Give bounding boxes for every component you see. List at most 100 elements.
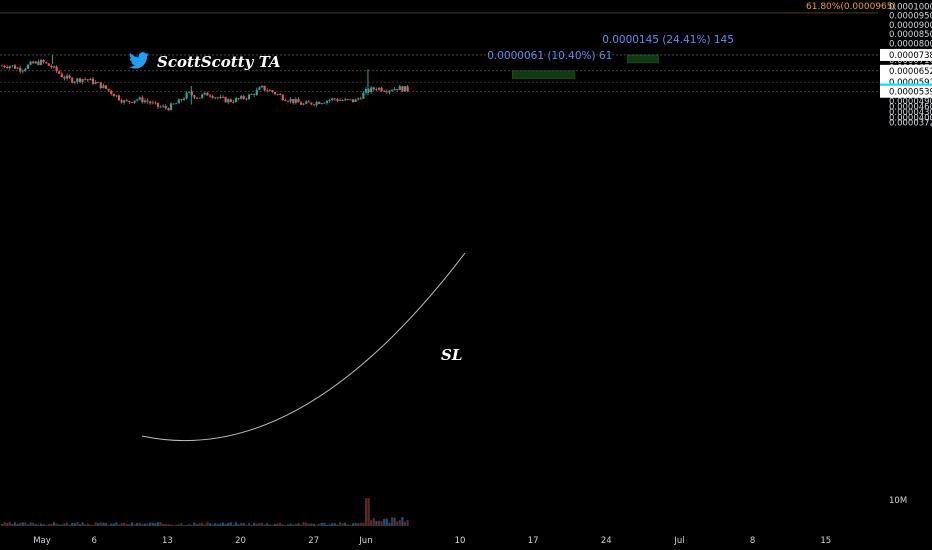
candle-body	[37, 61, 40, 65]
candle-body	[331, 98, 334, 101]
candle-body	[6, 67, 9, 69]
volume-label: 10M	[889, 496, 907, 506]
candle-body	[260, 85, 264, 88]
candle-body	[24, 68, 27, 71]
candle-body	[11, 65, 14, 67]
candle-body	[367, 88, 370, 93]
candle-body	[172, 103, 175, 105]
measure-label: 0.0000145 (24.41%) 145	[602, 34, 734, 46]
candle-body	[89, 78, 92, 81]
candle-body	[58, 71, 61, 74]
volume-bar	[206, 522, 209, 526]
volume-bar	[73, 523, 76, 526]
volume-bar	[229, 522, 232, 526]
volume-bar	[359, 522, 362, 526]
candle-body	[276, 94, 279, 95]
volume-bar	[367, 498, 370, 526]
candle-body	[52, 66, 56, 68]
candle-body	[39, 60, 43, 65]
candle-body	[253, 94, 256, 96]
candle-body	[0, 65, 4, 67]
price-tag-text: 0.0000539	[889, 88, 932, 98]
candle-body	[123, 100, 126, 103]
volume-bar	[86, 523, 89, 526]
candle-body	[247, 94, 251, 99]
candle-body	[289, 99, 292, 102]
candle-body	[94, 82, 97, 84]
candle-body	[268, 90, 271, 91]
candle-body	[84, 79, 87, 80]
volume-bar	[60, 524, 63, 526]
volume-bar	[302, 522, 305, 526]
volume-bar	[214, 523, 217, 526]
candle-body	[50, 65, 53, 68]
x-tick-label: 10	[455, 536, 466, 546]
candle-body	[16, 67, 19, 69]
candle-body	[99, 82, 102, 89]
volume-bar	[354, 522, 357, 526]
volume-bar	[151, 522, 154, 526]
candle-body	[362, 92, 365, 99]
candle-body	[125, 100, 128, 102]
volume-bar	[128, 524, 131, 526]
candle-body	[338, 100, 342, 101]
volume-bar	[0, 524, 4, 526]
volume-bar	[266, 523, 269, 526]
candle-body	[188, 91, 191, 93]
candle-body	[398, 86, 401, 90]
candle-body	[364, 88, 368, 93]
candle-body	[237, 98, 240, 99]
candle-body	[240, 96, 243, 99]
candle-body	[227, 99, 230, 103]
candle-body	[175, 103, 178, 105]
price-tag-text: 0.0000372	[889, 119, 932, 129]
y-tick-label: 0.0000900	[889, 21, 932, 31]
volume-bar	[141, 524, 144, 526]
candle-body	[375, 89, 378, 91]
twitter-bird-icon	[128, 52, 150, 69]
volume-bar	[307, 523, 310, 526]
candle-body	[388, 90, 391, 93]
volume-bar	[325, 524, 329, 526]
volume-bar	[247, 522, 251, 526]
volume-bar	[305, 522, 308, 526]
volume-bar	[149, 522, 152, 526]
y-tick-label: 0.0000710	[889, 56, 932, 66]
candle-body	[86, 79, 89, 81]
volume-bar	[175, 524, 178, 526]
volume-bar	[203, 524, 206, 526]
candle-body	[146, 100, 149, 102]
horizontal-lines: 61.80%(0.0000965)	[0, 2, 896, 93]
candle-body	[107, 88, 110, 91]
candle-body	[120, 100, 123, 103]
volume-bar	[346, 524, 349, 526]
candle-body	[271, 90, 274, 93]
candle-body	[45, 62, 48, 64]
candle-body	[234, 98, 238, 103]
candle-body	[156, 102, 160, 107]
volume-bar	[195, 523, 199, 526]
volume-bar	[357, 523, 360, 526]
candle-body	[232, 101, 235, 103]
candle-body	[229, 99, 232, 102]
candle-body	[357, 98, 360, 100]
candle-body	[203, 92, 206, 95]
volume-bar	[169, 524, 173, 526]
x-tick-label: Jun	[358, 536, 372, 546]
candle-body	[255, 89, 258, 95]
volume-bar	[177, 524, 180, 526]
candle-body	[224, 97, 227, 103]
candle-body	[133, 100, 136, 103]
candle-body	[401, 86, 404, 92]
volume-bar	[58, 524, 61, 526]
volume-bar	[63, 523, 66, 526]
volume-bar	[216, 524, 219, 526]
volume-bar	[84, 524, 87, 526]
volume-bar	[273, 523, 277, 526]
sl-label: SL	[441, 346, 462, 364]
volume-bar	[47, 524, 50, 526]
volume-bar	[372, 517, 375, 526]
volume-bar	[219, 523, 222, 526]
candle-body	[328, 100, 331, 101]
